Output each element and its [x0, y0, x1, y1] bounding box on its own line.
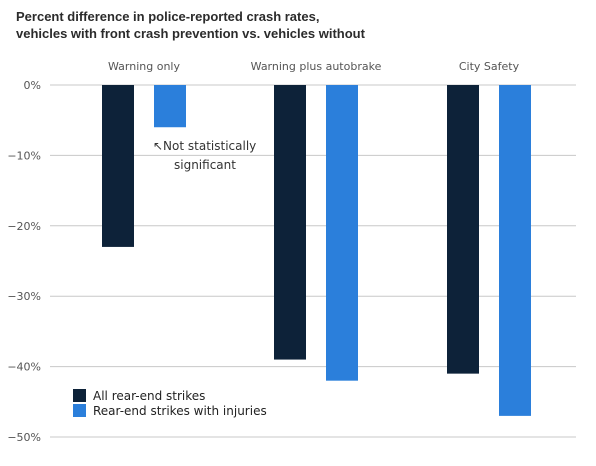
- bar-all-rear-end: [102, 85, 134, 247]
- bar-with-injuries: [499, 85, 531, 416]
- legend-label: All rear-end strikes: [93, 389, 205, 403]
- category-label: Warning only: [108, 60, 180, 73]
- y-tick-label: −30%: [7, 290, 41, 303]
- bar-with-injuries: [154, 85, 186, 128]
- chart-title: Percent difference in police-reported cr…: [16, 8, 576, 42]
- chart-title-line-2: vehicles with front crash prevention vs.…: [16, 26, 365, 41]
- y-tick-label: −50%: [7, 431, 41, 444]
- annotation-line: ↖Not statistically: [153, 139, 256, 153]
- y-tick-label: −20%: [7, 220, 41, 233]
- y-tick-label: 0%: [24, 79, 41, 92]
- category-labels: Warning only Warning plus autobrake City S…: [108, 60, 520, 73]
- bar-all-rear-end: [274, 85, 306, 360]
- bar-all-rear-end: [447, 85, 479, 374]
- legend-swatch: [73, 389, 86, 402]
- category-label: City Safety: [459, 60, 520, 73]
- grid-lines: [50, 84, 576, 438]
- y-axis-ticks: 0% −10% −20% −30% −40% −50%: [7, 79, 41, 444]
- annotation: ↖Not statistically significant: [153, 139, 256, 172]
- annotation-line: significant: [174, 158, 236, 172]
- chart-title-line-1: Percent difference in police-reported cr…: [16, 9, 320, 24]
- category-label: Warning plus autobrake: [251, 60, 382, 73]
- y-tick-label: −40%: [7, 361, 41, 374]
- y-tick-label: −10%: [7, 149, 41, 162]
- legend-swatch: [73, 404, 86, 417]
- legend-label: Rear-end strikes with injuries: [93, 404, 267, 418]
- bars: [102, 85, 531, 416]
- bar-with-injuries: [326, 85, 358, 381]
